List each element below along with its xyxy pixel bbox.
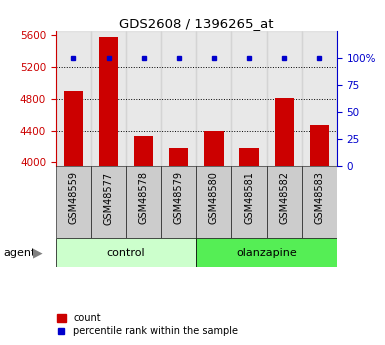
Bar xyxy=(91,166,126,238)
Bar xyxy=(56,31,91,166)
Text: GSM48578: GSM48578 xyxy=(139,171,149,224)
Title: GDS2608 / 1396265_at: GDS2608 / 1396265_at xyxy=(119,17,274,30)
Bar xyxy=(231,31,266,166)
Bar xyxy=(302,166,337,238)
Bar xyxy=(169,148,188,166)
Text: GSM48581: GSM48581 xyxy=(244,171,254,224)
Bar xyxy=(196,238,337,267)
Bar xyxy=(196,31,231,166)
Bar xyxy=(56,238,196,267)
Text: GSM48579: GSM48579 xyxy=(174,171,184,224)
Text: olanzapine: olanzapine xyxy=(236,248,297,258)
Bar xyxy=(302,31,337,166)
Bar xyxy=(231,166,266,238)
Text: GSM48580: GSM48580 xyxy=(209,171,219,224)
Text: agent: agent xyxy=(4,248,36,258)
Bar xyxy=(64,91,83,166)
Legend: count, percentile rank within the sample: count, percentile rank within the sample xyxy=(53,309,242,340)
Bar xyxy=(126,166,161,238)
Bar xyxy=(161,31,196,166)
Text: GSM48582: GSM48582 xyxy=(279,171,289,224)
Bar xyxy=(134,136,153,166)
Text: control: control xyxy=(107,248,146,258)
Bar xyxy=(310,125,329,166)
Bar xyxy=(266,166,302,238)
Bar xyxy=(126,31,161,166)
Bar xyxy=(196,166,231,238)
Text: GSM48577: GSM48577 xyxy=(104,171,114,225)
Bar xyxy=(56,166,91,238)
Bar xyxy=(275,98,294,166)
Text: GSM48583: GSM48583 xyxy=(314,171,324,224)
Bar xyxy=(91,31,126,166)
Bar xyxy=(99,37,118,166)
Bar xyxy=(204,131,224,166)
Bar xyxy=(161,166,196,238)
Text: GSM48559: GSM48559 xyxy=(69,171,79,224)
Bar xyxy=(239,148,259,166)
Bar xyxy=(266,31,302,166)
Text: ▶: ▶ xyxy=(33,246,42,259)
